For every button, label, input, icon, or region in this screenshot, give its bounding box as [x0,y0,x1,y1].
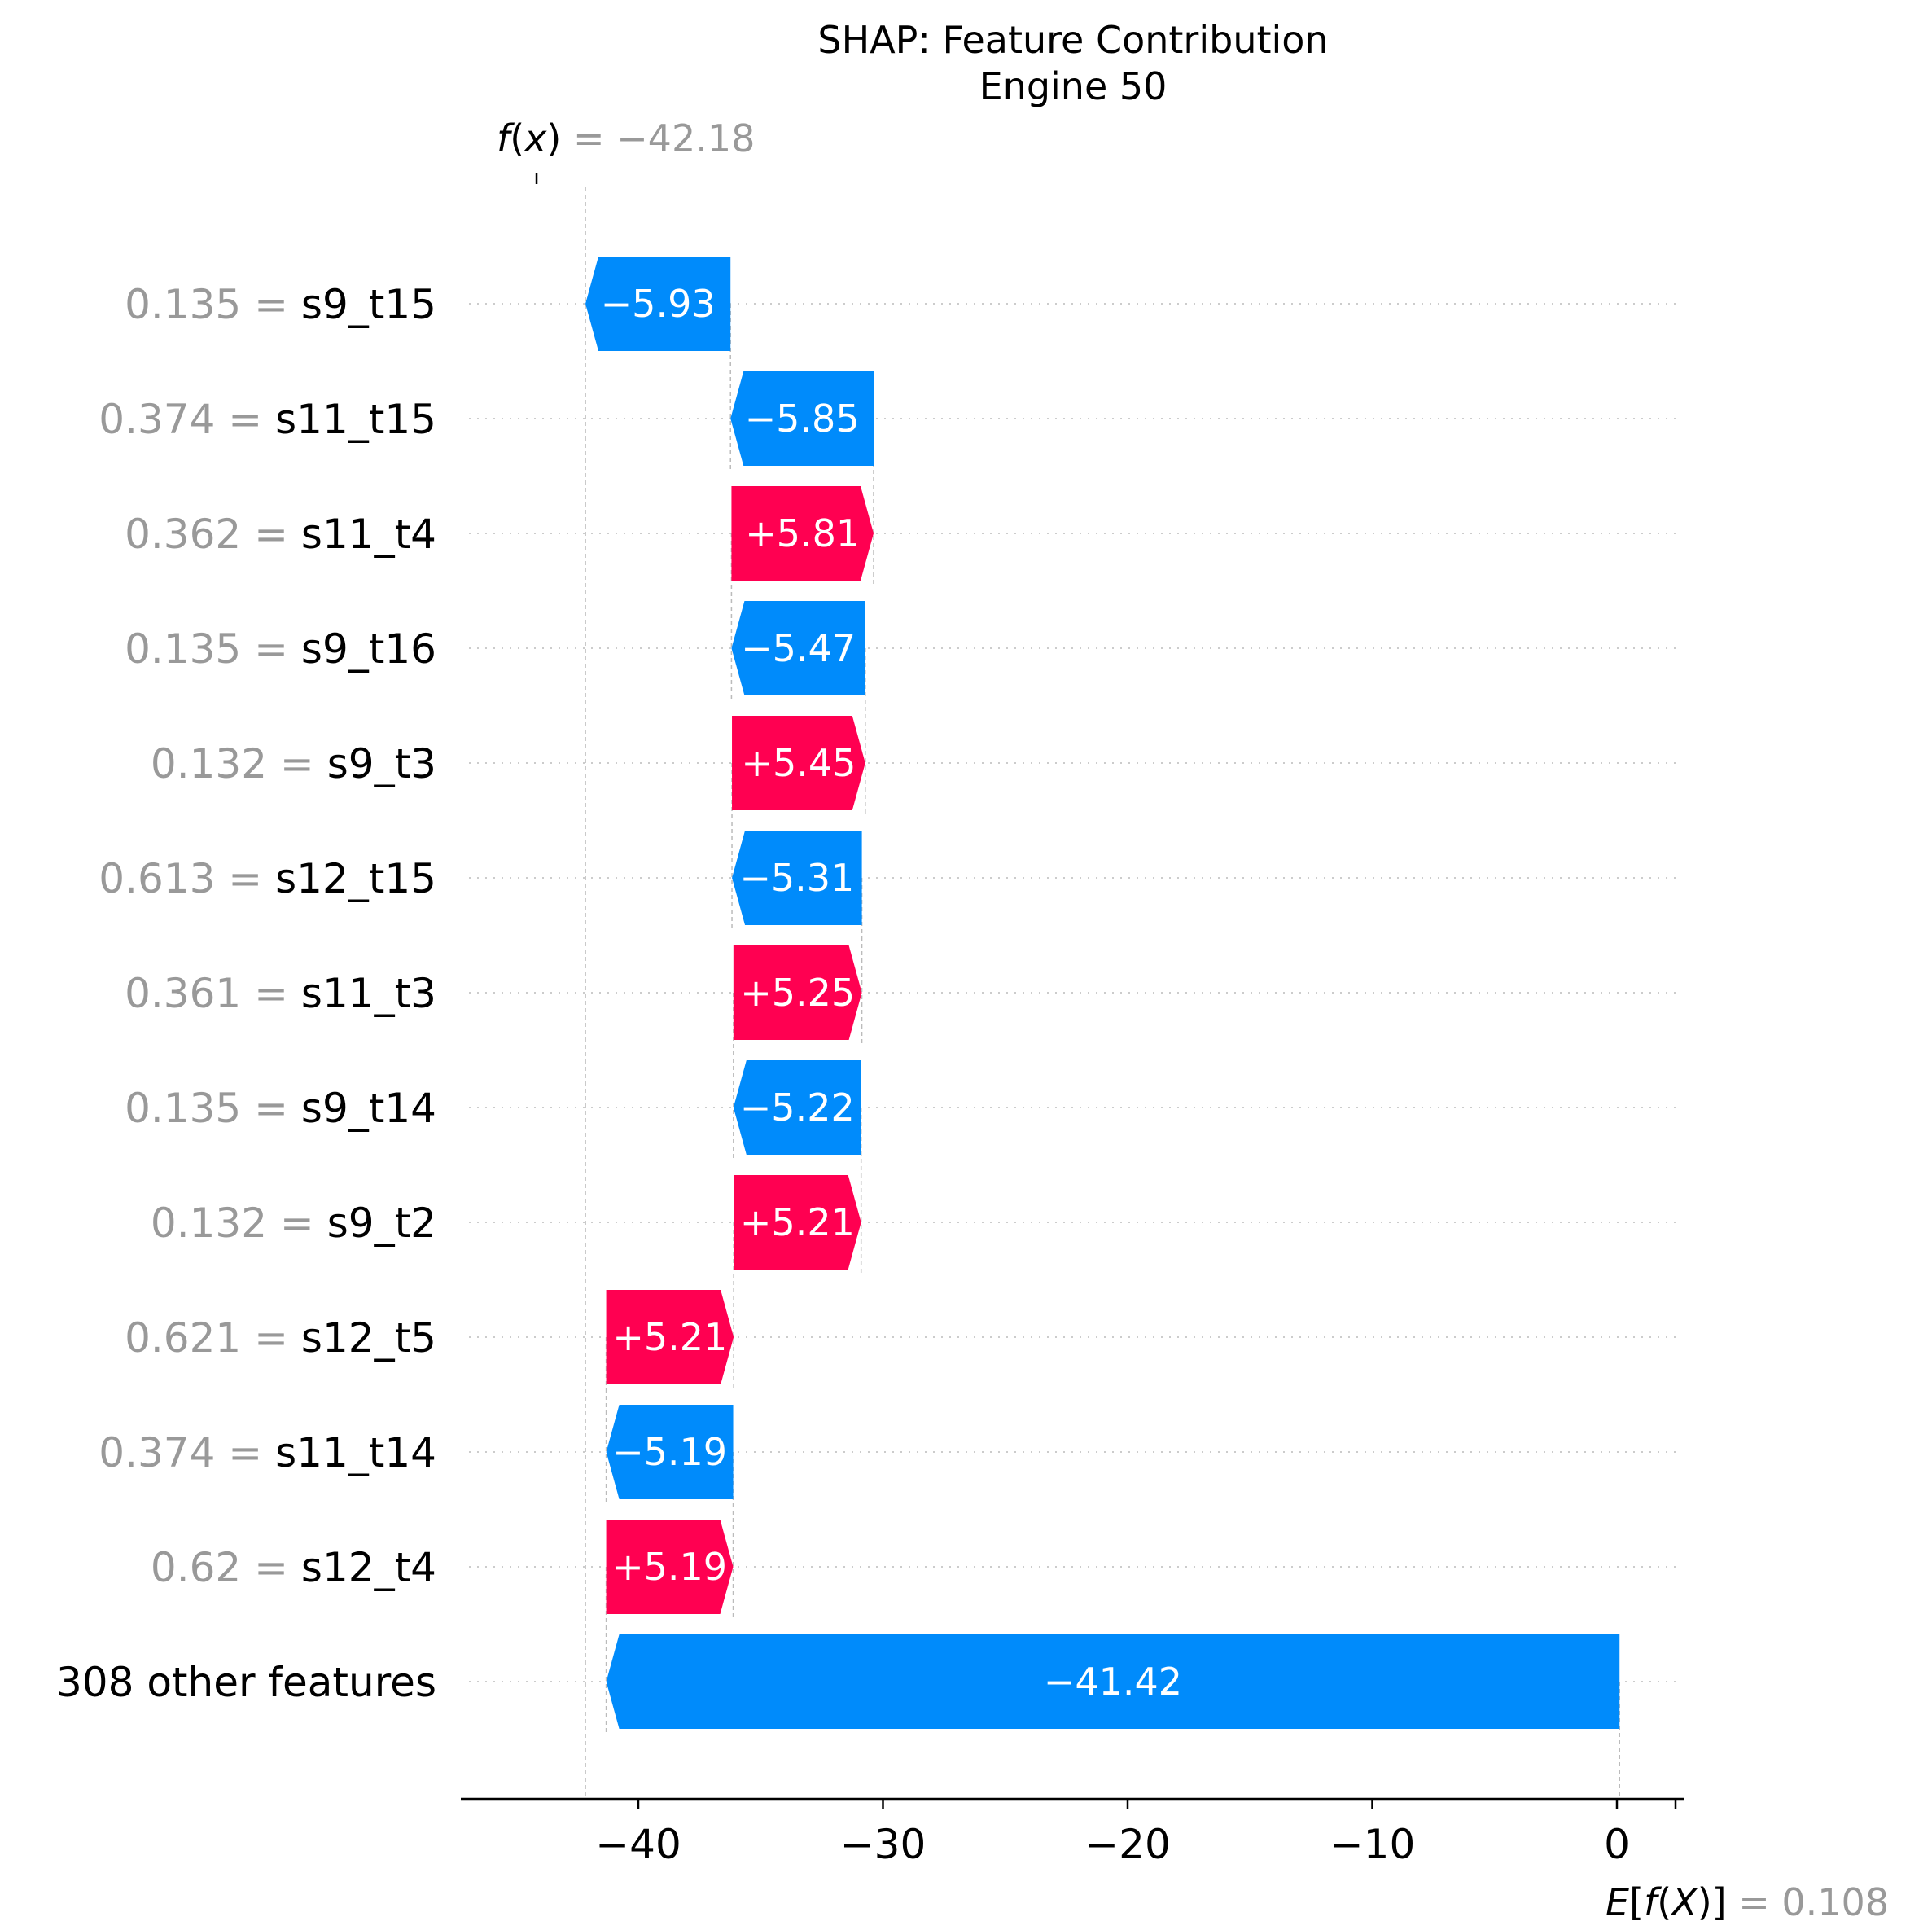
feature-value: 0.362 [125,511,241,558]
positive-bar [733,945,862,1040]
feature-label: 0.374 = s11_t14 [99,1429,436,1476]
positive-bar [731,486,874,581]
x-tick-label: −10 [1330,1821,1416,1868]
bar-value-label: +5.21 [612,1315,727,1359]
chart-title: SHAP: Feature Contribution [817,18,1328,62]
fx-annotation: f(x) = −42.18 [497,116,755,160]
equals-sign: = [215,396,275,443]
feature-value: 0.613 [99,855,215,902]
feature-label: 0.135 = s9_t14 [125,1085,436,1132]
feature-value: 0.132 [151,1200,267,1247]
feature-value: 0.374 [99,396,215,443]
feature-label: 308 other features [56,1659,436,1706]
bars: −5.93 −5.85 +5.81 −5.47 +5.45 −5.31 +5.25 −5.22… [585,257,1620,1729]
bar-value-label: −5.19 [612,1430,727,1474]
feature-label: 0.132 = s9_t3 [151,740,436,787]
feature-name: s11_t3 [301,970,436,1017]
equals-sign: = [241,625,301,673]
bar-value-label: −5.22 [740,1086,855,1129]
feature-label: 0.361 = s11_t3 [125,970,436,1017]
connector-lines [585,187,1620,1799]
feature-label: 0.135 = s9_t16 [125,625,436,673]
positive-bar [606,1520,734,1614]
negative-bar [731,601,865,695]
feature-value: 0.361 [125,970,241,1017]
bar-value-label: +5.45 [741,741,856,785]
equals-sign: = [241,970,301,1017]
feature-label: 0.132 = s9_t2 [151,1200,436,1247]
feature-name: s9_t15 [301,281,436,328]
feature-name: s11_t4 [301,511,436,558]
negative-bar [606,1634,1620,1729]
negative-bar [606,1405,734,1499]
x-tick-label: −30 [840,1821,927,1868]
bar-value-label: −5.85 [745,397,860,441]
feature-value: 0.132 [151,740,267,787]
equals-sign: = [241,1544,301,1591]
feature-label: 0.62 = s12_t4 [151,1544,436,1591]
bar-value-label: −5.47 [741,626,856,670]
bar-value-label: +5.25 [740,971,855,1015]
negative-bar [733,1060,861,1155]
feature-name: s9_t16 [301,625,436,673]
base-value: 0.108 [1781,1880,1889,1924]
positive-bar [606,1290,734,1384]
equals-sign: = [241,1085,301,1132]
x-axis-ticks: −40 −30 −20 −10 0 [595,1799,1630,1868]
fx-value: −42.18 [616,116,755,160]
x-tick-label: −20 [1084,1821,1171,1868]
positive-bar [734,1175,861,1270]
feature-name: s12_t4 [301,1544,436,1591]
feature-name: s12_t15 [275,855,436,902]
negative-bar [732,831,862,925]
x-tick-label: −40 [595,1821,681,1868]
equals-sign: = [241,281,301,328]
feature-name: s9_t2 [327,1200,436,1247]
bar-value-label: +5.81 [745,511,860,555]
feature-value: 0.135 [125,1085,241,1132]
feature-name: s9_t3 [327,740,436,787]
feature-label: 0.621 = s12_t5 [125,1314,436,1362]
bar-value-label: −5.31 [739,856,854,900]
equals-sign: = [215,855,275,902]
bar-value-label: +5.19 [612,1545,727,1589]
feature-value: 0.62 [151,1544,241,1591]
feature-value: 0.374 [99,1429,215,1476]
negative-bar [730,371,874,466]
feature-name: 308 other features [56,1659,436,1706]
base-value-annotation: E[f(X)] = 0.108 [1606,1880,1889,1924]
feature-label: 0.135 = s9_t15 [125,281,436,328]
bar-value-label: −41.42 [1044,1660,1182,1704]
chart-subtitle: Engine 50 [979,64,1168,108]
bar-value-label: +5.21 [740,1200,855,1244]
x-tick-label: 0 [1604,1821,1630,1868]
equals-sign: = [267,1200,327,1247]
feature-label: 0.374 = s11_t15 [99,396,436,443]
feature-name: s12_t5 [301,1314,436,1362]
equals-sign: = [267,740,327,787]
feature-value: 0.135 [125,625,241,673]
positive-bar [732,716,865,810]
feature-label: 0.613 = s12_t15 [99,855,436,902]
equals-sign: = [241,511,301,558]
equals-sign: = [215,1429,275,1476]
bar-value-label: −5.93 [601,282,716,326]
feature-label: 0.362 = s11_t4 [125,511,436,558]
feature-name: s11_t14 [275,1429,436,1476]
feature-name: s9_t14 [301,1085,436,1132]
feature-value: 0.135 [125,281,241,328]
feature-value: 0.621 [125,1314,241,1362]
negative-bar [585,257,731,351]
equals-sign: = [241,1314,301,1362]
feature-name: s11_t15 [275,396,436,443]
feature-labels: 0.135 = s9_t15 0.374 = s11_t15 0.362 = s11… [56,281,436,1706]
